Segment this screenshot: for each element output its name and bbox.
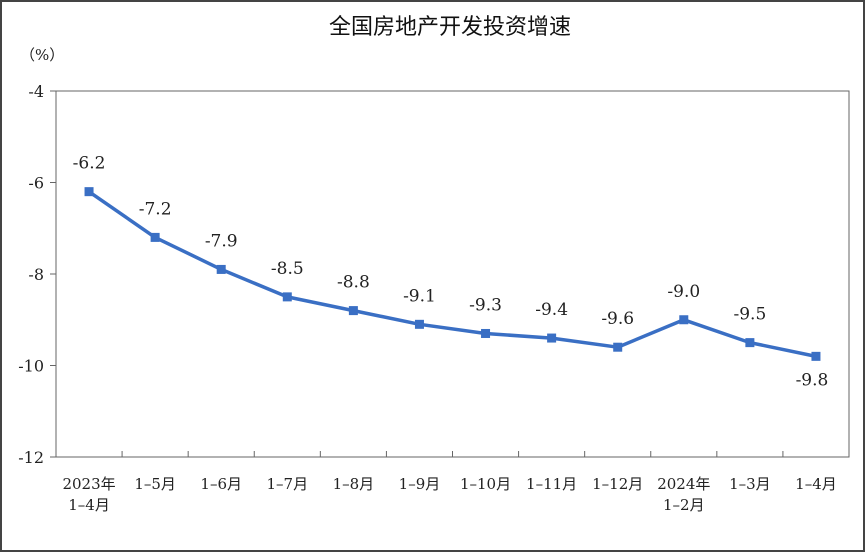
x-tick-label: 1–6月: [200, 475, 242, 493]
data-point: [414, 319, 424, 329]
data-label: -9.0: [667, 282, 700, 302]
data-point: [811, 351, 821, 361]
data-label: -7.9: [205, 231, 238, 251]
data-label: -8.8: [337, 273, 370, 293]
data-point: [216, 264, 226, 274]
data-point: [745, 338, 755, 348]
x-tick-label: 1–8月: [333, 475, 375, 493]
data-label: -9.1: [403, 286, 436, 306]
data-point: [679, 315, 689, 325]
x-tick-label: 1–9月: [399, 475, 441, 493]
y-tick-label: -4: [28, 82, 44, 101]
data-label: -9.8: [796, 370, 829, 390]
x-tick-label: 1–7月: [266, 475, 308, 493]
data-label: -6.2: [73, 154, 106, 174]
y-tick-label: -6: [28, 174, 44, 193]
x-tick-label: 1–12月: [592, 475, 643, 493]
data-point: [150, 232, 160, 242]
y-tick-label: -12: [18, 448, 44, 467]
x-tick-label: 1–5月: [134, 475, 176, 493]
data-point: [348, 306, 358, 316]
chart-title: 全国房地产开发投资增速: [329, 15, 571, 40]
x-axis-ticks: 2023年 1–4月 1–5月 1–6月 1–7月 1–8月 1–9月 1–10月 1–11月 1…: [55, 451, 850, 514]
data-label: -9.6: [601, 309, 634, 329]
data-label: -9.3: [469, 295, 502, 315]
x-tick-label: 1–10月: [460, 475, 511, 493]
x-tick-label: 1–3月: [729, 475, 771, 493]
data-point: [282, 292, 292, 302]
data-point: [84, 187, 94, 197]
data-label: -8.5: [271, 259, 304, 279]
x-tick-label: 1–4月: [795, 475, 837, 493]
data-point: [481, 328, 491, 338]
y-axis-unit: （%）: [20, 46, 64, 64]
data-labels: -6.2 -7.2 -7.9 -8.5 -8.8 -9.1 -9.3 -9.4 -9.6 -9.0…: [73, 154, 829, 391]
x-tick-label: 1–2月: [663, 496, 705, 514]
y-axis-ticks: -4 -6 -8 -10 -12: [18, 82, 56, 467]
data-label: -9.5: [733, 305, 766, 325]
plot-area: [55, 90, 850, 458]
x-tick-label: 1–4月: [68, 496, 110, 514]
series-line: [88, 190, 817, 359]
x-tick-label: 2024年: [657, 475, 710, 493]
x-tick-label: 2023年: [62, 475, 115, 493]
data-label: -7.2: [139, 199, 172, 219]
x-tick-label: 1–11月: [526, 475, 577, 493]
data-point: [547, 333, 557, 343]
data-label: -9.4: [535, 300, 568, 320]
data-point: [613, 342, 623, 352]
data-points: [84, 187, 821, 361]
y-tick-label: -10: [18, 357, 44, 376]
y-tick-label: -8: [28, 265, 44, 284]
